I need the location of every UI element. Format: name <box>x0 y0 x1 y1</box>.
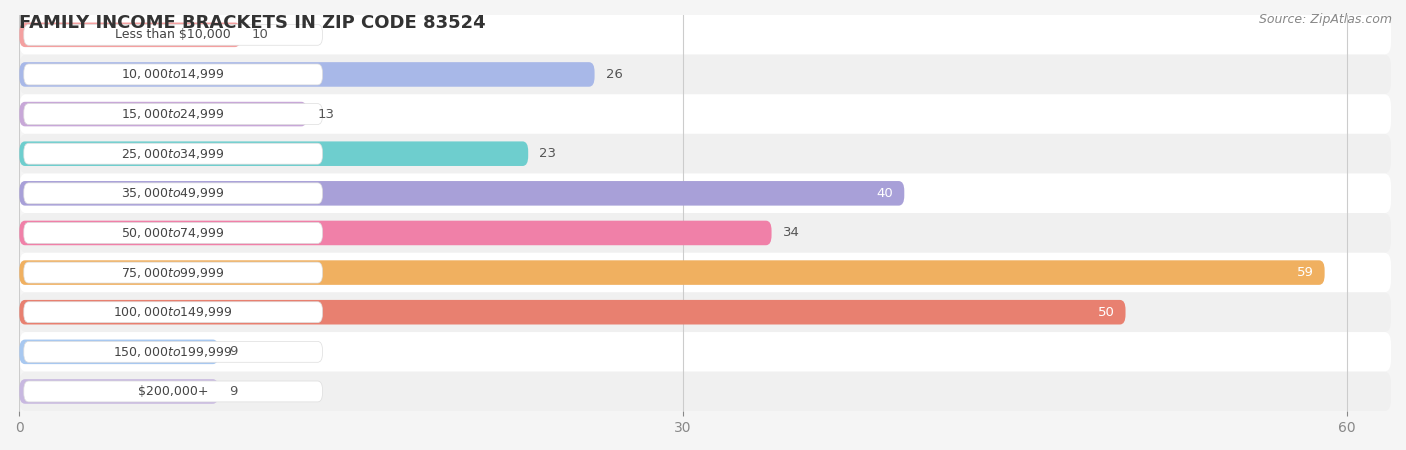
Text: 23: 23 <box>540 147 557 160</box>
FancyBboxPatch shape <box>20 181 904 206</box>
Text: $75,000 to $99,999: $75,000 to $99,999 <box>121 266 225 279</box>
Text: 9: 9 <box>229 345 238 358</box>
FancyBboxPatch shape <box>20 340 218 364</box>
Text: Source: ZipAtlas.com: Source: ZipAtlas.com <box>1258 14 1392 27</box>
Text: 9: 9 <box>229 385 238 398</box>
FancyBboxPatch shape <box>24 342 322 362</box>
Text: $50,000 to $74,999: $50,000 to $74,999 <box>121 226 225 240</box>
FancyBboxPatch shape <box>20 332 1391 372</box>
FancyBboxPatch shape <box>24 24 322 45</box>
Text: 59: 59 <box>1296 266 1313 279</box>
Text: $100,000 to $149,999: $100,000 to $149,999 <box>114 305 233 319</box>
Text: $35,000 to $49,999: $35,000 to $49,999 <box>121 186 225 200</box>
FancyBboxPatch shape <box>20 94 1391 134</box>
FancyBboxPatch shape <box>24 262 322 283</box>
Text: 13: 13 <box>318 108 335 121</box>
FancyBboxPatch shape <box>20 372 1391 411</box>
FancyBboxPatch shape <box>20 62 595 87</box>
FancyBboxPatch shape <box>24 381 322 402</box>
FancyBboxPatch shape <box>20 220 772 245</box>
FancyBboxPatch shape <box>20 213 1391 253</box>
Text: Less than $10,000: Less than $10,000 <box>115 28 231 41</box>
FancyBboxPatch shape <box>20 22 240 47</box>
Text: 40: 40 <box>876 187 893 200</box>
FancyBboxPatch shape <box>20 15 1391 54</box>
FancyBboxPatch shape <box>20 141 529 166</box>
FancyBboxPatch shape <box>20 260 1324 285</box>
FancyBboxPatch shape <box>20 300 1126 324</box>
FancyBboxPatch shape <box>24 183 322 204</box>
FancyBboxPatch shape <box>20 54 1391 94</box>
Text: FAMILY INCOME BRACKETS IN ZIP CODE 83524: FAMILY INCOME BRACKETS IN ZIP CODE 83524 <box>20 14 486 32</box>
FancyBboxPatch shape <box>24 302 322 323</box>
FancyBboxPatch shape <box>24 64 322 85</box>
Text: 34: 34 <box>783 226 800 239</box>
Text: 26: 26 <box>606 68 623 81</box>
Text: $200,000+: $200,000+ <box>138 385 208 398</box>
Text: $25,000 to $34,999: $25,000 to $34,999 <box>121 147 225 161</box>
FancyBboxPatch shape <box>20 253 1391 292</box>
Text: $10,000 to $14,999: $10,000 to $14,999 <box>121 68 225 81</box>
FancyBboxPatch shape <box>24 222 322 243</box>
FancyBboxPatch shape <box>20 379 218 404</box>
FancyBboxPatch shape <box>24 143 322 164</box>
Text: $150,000 to $199,999: $150,000 to $199,999 <box>114 345 233 359</box>
FancyBboxPatch shape <box>20 134 1391 174</box>
Text: 50: 50 <box>1098 306 1115 319</box>
Text: 10: 10 <box>252 28 269 41</box>
Text: $15,000 to $24,999: $15,000 to $24,999 <box>121 107 225 121</box>
FancyBboxPatch shape <box>24 104 322 125</box>
FancyBboxPatch shape <box>20 102 307 126</box>
FancyBboxPatch shape <box>20 292 1391 332</box>
FancyBboxPatch shape <box>20 174 1391 213</box>
